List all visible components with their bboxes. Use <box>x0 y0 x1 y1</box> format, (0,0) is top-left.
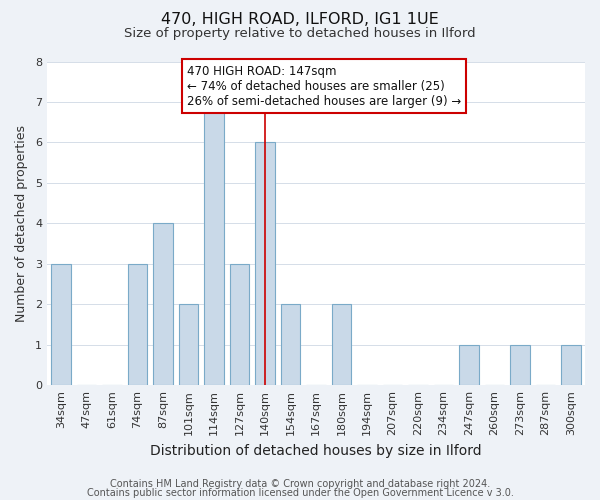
Bar <box>179 304 198 385</box>
Bar <box>52 264 71 385</box>
Bar <box>230 264 249 385</box>
Bar <box>256 142 275 385</box>
Bar <box>332 304 351 385</box>
Text: 470, HIGH ROAD, ILFORD, IG1 1UE: 470, HIGH ROAD, ILFORD, IG1 1UE <box>161 12 439 28</box>
Bar <box>154 224 173 385</box>
Bar <box>511 344 530 385</box>
Y-axis label: Number of detached properties: Number of detached properties <box>15 125 28 322</box>
Bar <box>128 264 147 385</box>
Bar <box>281 304 300 385</box>
Bar <box>205 102 224 385</box>
Text: 470 HIGH ROAD: 147sqm
← 74% of detached houses are smaller (25)
26% of semi-deta: 470 HIGH ROAD: 147sqm ← 74% of detached … <box>187 64 461 108</box>
Text: Contains HM Land Registry data © Crown copyright and database right 2024.: Contains HM Land Registry data © Crown c… <box>110 479 490 489</box>
X-axis label: Distribution of detached houses by size in Ilford: Distribution of detached houses by size … <box>150 444 482 458</box>
Bar <box>460 344 479 385</box>
Bar <box>562 344 581 385</box>
Text: Contains public sector information licensed under the Open Government Licence v : Contains public sector information licen… <box>86 488 514 498</box>
Text: Size of property relative to detached houses in Ilford: Size of property relative to detached ho… <box>124 28 476 40</box>
